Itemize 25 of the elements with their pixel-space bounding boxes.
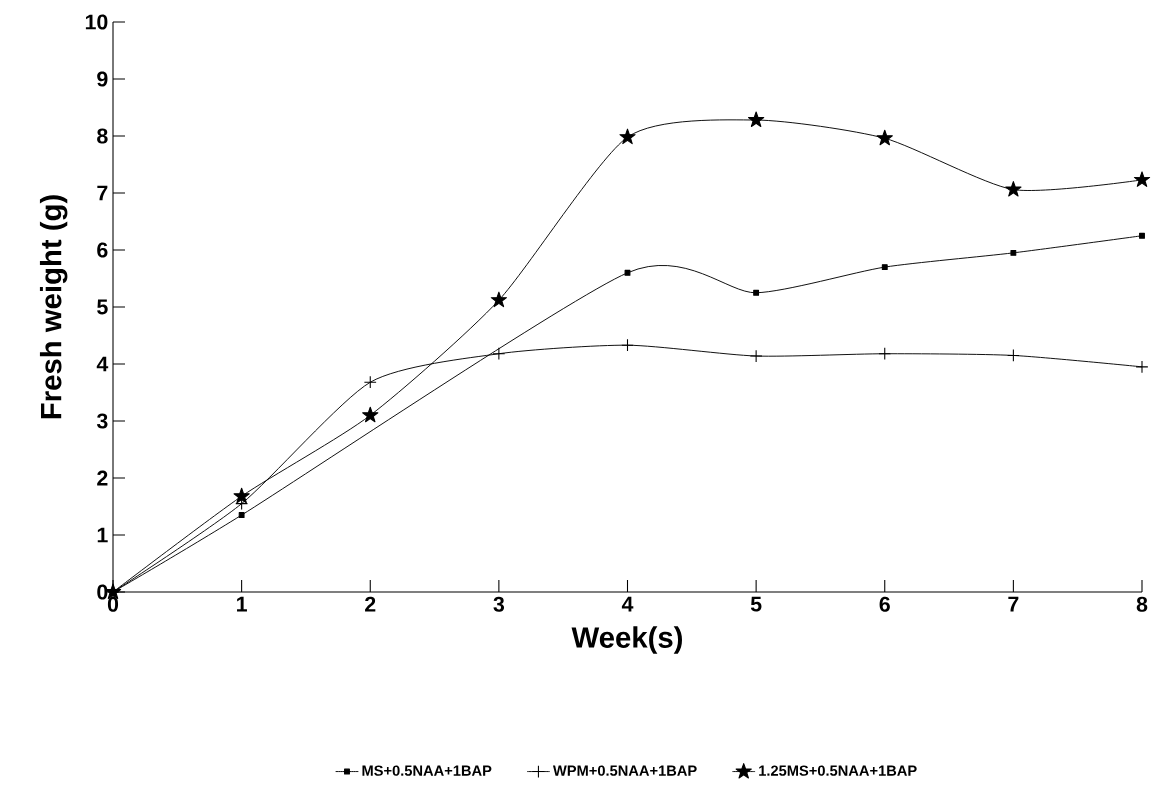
x-tick-label: 1 [237, 596, 247, 612]
x-tick-label: 0 [107, 596, 119, 612]
x-tick-label: 3 [493, 596, 505, 612]
y-tick-label: 6 [97, 242, 108, 258]
y-tick-label: 8 [97, 128, 108, 144]
x-tick-label: 7 [1008, 596, 1019, 612]
x-tick-label: 2 [365, 596, 376, 612]
y-tick-label: 9 [97, 71, 108, 87]
x-tick-label: 8 [1136, 596, 1148, 612]
y-axis-title: Fresh weight (g) [39, 195, 68, 419]
y-tick-label: 0 [97, 584, 108, 600]
legend-label: MS+0.5NAA+1BAP [362, 765, 492, 776]
y-tick-label: 3 [96, 413, 108, 429]
legend-label: 1.25MS+0.5NAA+1BAP [759, 765, 917, 776]
legend-label: WPM+0.5NAA+1BAP [552, 765, 697, 776]
y-tick-label: 5 [97, 299, 108, 315]
x-axis-title: Week(s) [571, 626, 682, 654]
x-tick-label: 4 [621, 596, 634, 612]
y-tick-label: 7 [97, 185, 108, 201]
y-tick-label: 1 [97, 527, 108, 543]
x-tick-label: 5 [750, 596, 762, 612]
x-tick-label: 6 [879, 596, 890, 612]
y-tick-label: 10 [85, 14, 108, 30]
y-tick-label: 2 [97, 470, 108, 486]
y-tick-label: 4 [96, 356, 109, 372]
